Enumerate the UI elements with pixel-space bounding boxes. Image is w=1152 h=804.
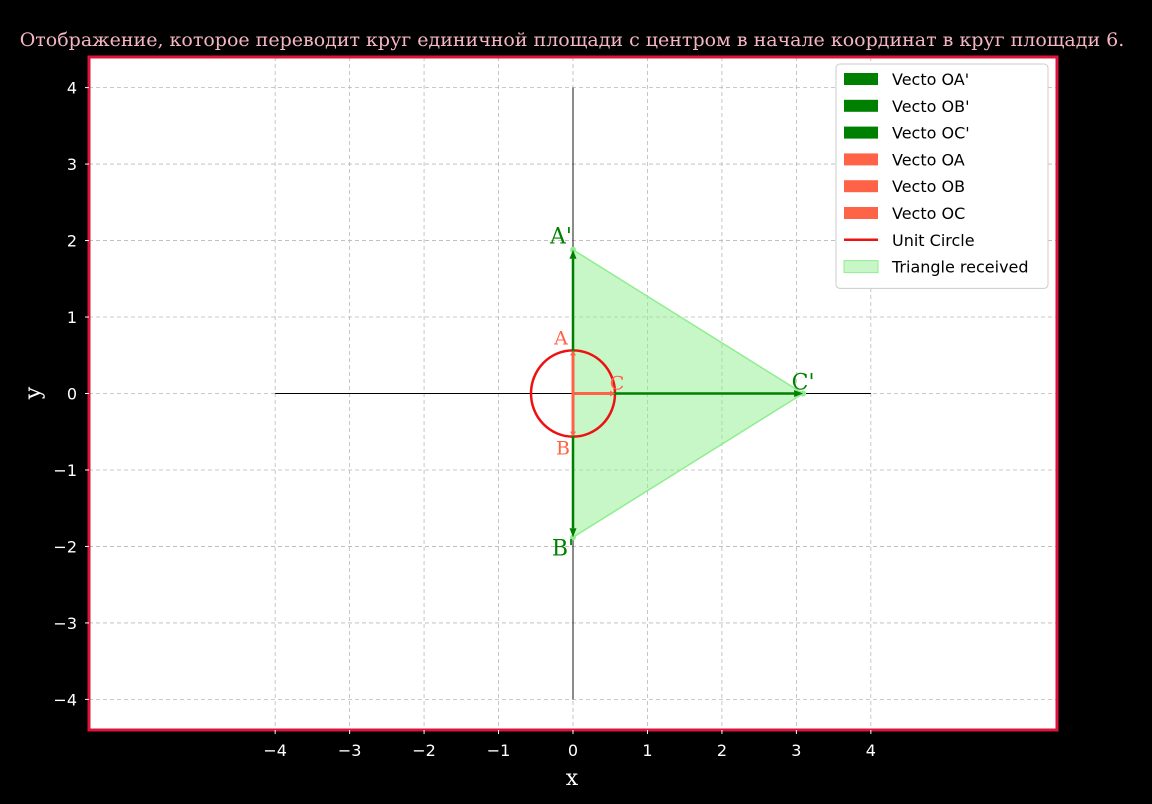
tick-labels: −4 −3 −2 −1 0 1 2 3 4 −4 −3 −2 −1 0 1 2 3 4	[53, 79, 876, 760]
x-tick-label: 0	[568, 741, 578, 760]
legend-swatch	[844, 126, 878, 139]
legend: Vecto OA' Vecto OB' Vecto OC' Vecto OA Vecto…	[835, 63, 1049, 289]
y-tick-label: 4	[67, 79, 77, 98]
vector-c	[573, 390, 615, 397]
legend-swatch	[844, 207, 878, 219]
chart-title: Отображение, которое переводит круг един…	[20, 29, 1125, 51]
legend-swatch	[844, 180, 878, 193]
x-tick-label: −1	[487, 741, 511, 760]
legend-label: Vecto OC	[892, 204, 965, 223]
y-tick-label: −2	[53, 537, 77, 556]
x-axis-label: x	[566, 766, 579, 791]
legend-swatch	[844, 153, 878, 166]
y-tick-label: 0	[67, 385, 77, 404]
vector-arrowhead	[609, 390, 615, 397]
point-label-c: C	[610, 373, 625, 395]
vector-b	[570, 393, 576, 437]
point-label-b-prime: B'	[552, 536, 574, 561]
legend-box	[835, 63, 1049, 289]
vector-arrowhead	[569, 249, 577, 259]
x-tick-label: −3	[338, 741, 362, 760]
point-label-a-prime: A'	[549, 225, 572, 250]
legend-swatch	[844, 99, 878, 112]
vector-arrowhead	[569, 528, 577, 538]
x-tick-label: 2	[717, 741, 727, 760]
y-tick-label: −3	[53, 614, 77, 633]
legend-label: Vecto OB	[892, 177, 965, 196]
legend-label: Vecto OA'	[892, 70, 969, 89]
vector-arrowhead	[794, 390, 804, 397]
x-tick-label: 1	[642, 741, 652, 760]
legend-swatch	[844, 73, 878, 85]
legend-label: Vecto OC'	[892, 124, 970, 143]
y-tick-label: 1	[67, 308, 77, 327]
vector-arrowhead	[570, 431, 576, 437]
y-tick-label: 2	[67, 232, 77, 251]
legend-label: Triangle received	[891, 258, 1029, 277]
x-tick-label: −2	[412, 741, 436, 760]
legend-label: Unit Circle	[892, 231, 975, 250]
x-tick-label: −4	[263, 741, 287, 760]
legend-swatch	[843, 260, 879, 274]
point-label-a: A	[553, 327, 568, 349]
y-tick-label: 3	[67, 155, 77, 174]
y-axis-label: y	[21, 386, 46, 400]
x-tick-label: 4	[866, 741, 876, 760]
point-labels: A' B' C' A B C	[549, 225, 815, 562]
point-label-c-prime: C'	[792, 371, 815, 396]
legend-label: Vecto OB'	[892, 97, 969, 116]
y-tick-label: −1	[53, 461, 77, 480]
x-tick-label: 3	[791, 741, 801, 760]
point-label-b: B	[556, 438, 570, 460]
legend-label: Vecto OA	[892, 150, 965, 169]
y-tick-label: −4	[53, 690, 77, 709]
vector-layer	[569, 249, 804, 538]
vector-arrowhead	[570, 350, 576, 356]
vector-a	[570, 350, 576, 394]
